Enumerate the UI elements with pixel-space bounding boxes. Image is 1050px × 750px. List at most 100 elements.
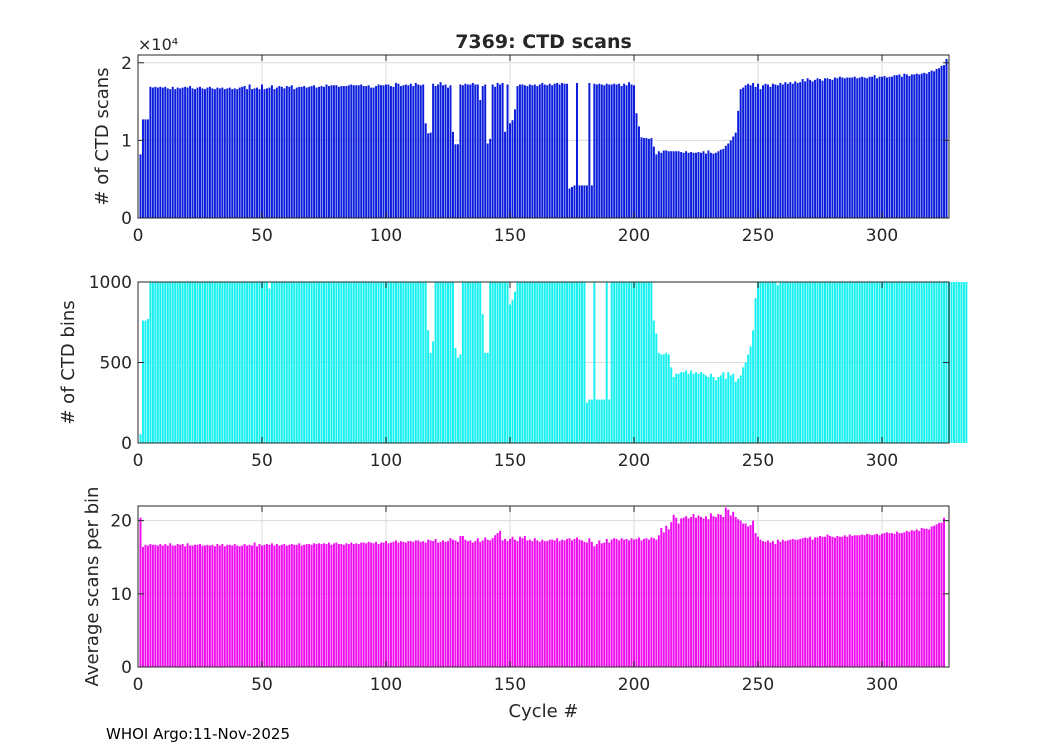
p1-bar [652, 146, 655, 218]
p1-bar [923, 72, 926, 218]
p3-bar [831, 536, 834, 667]
p2-bar [476, 282, 479, 443]
p1-bar [533, 84, 536, 218]
p1-bar [876, 78, 879, 218]
p3-bar [836, 536, 839, 667]
p1-bar [226, 88, 229, 218]
p1-bar [838, 76, 841, 218]
p1-bar [285, 86, 288, 218]
p1-bar [722, 148, 725, 218]
p2-bar [464, 282, 467, 443]
p2-bar [474, 282, 477, 443]
p3-bar [174, 545, 177, 667]
p3-bar [439, 541, 442, 667]
p1-bar [841, 77, 844, 218]
p1-bar [412, 86, 415, 218]
p1-x-tick-label: 0 [133, 226, 144, 246]
p1-bar [268, 87, 271, 218]
p1-bar [662, 150, 665, 218]
p3-bar [762, 541, 764, 667]
p2-bar [655, 333, 658, 443]
p2-bar [489, 282, 492, 443]
p1-bar [625, 85, 628, 219]
p2-bar [332, 282, 335, 443]
p3-bar [819, 536, 822, 667]
p3-bar [385, 541, 387, 667]
p1-bar [590, 185, 593, 218]
p3-bar [370, 542, 373, 667]
p2-bar [419, 282, 422, 443]
p3-bar [573, 538, 576, 667]
p3-bar [826, 534, 829, 667]
p1-bar [528, 84, 531, 218]
p2-bar [357, 282, 360, 443]
p1-bar [357, 85, 360, 219]
p2-bar [744, 362, 747, 443]
p2-bar [553, 282, 556, 443]
p3-bar [141, 546, 144, 667]
p3-x-tick-label: 0 [133, 675, 144, 695]
p3-bar [613, 538, 616, 667]
p2-bar [387, 282, 390, 443]
p1-bar [618, 83, 621, 218]
p2-bar [754, 298, 757, 443]
p2-bar [486, 352, 489, 443]
p3-bar [779, 541, 782, 667]
p3-bar [769, 542, 772, 667]
p2-bar [434, 282, 437, 443]
p3-bar [543, 541, 546, 667]
p3-bar [536, 540, 539, 667]
p1-bar [744, 85, 747, 219]
p3-bar [149, 544, 152, 667]
p1-bar [293, 89, 296, 219]
p2-bar [444, 282, 447, 443]
p1-bar [831, 79, 834, 218]
p1-bar [724, 145, 727, 218]
p2-bar [640, 282, 643, 443]
p2-bar [447, 282, 449, 443]
p2-bar [427, 330, 430, 443]
p1-bar [156, 87, 159, 218]
p3-bar [156, 545, 159, 667]
p2-bar [955, 282, 958, 443]
p2-bar [208, 282, 211, 443]
p1-y-tick-label: 0 [121, 209, 132, 229]
p3-y-tick-label: 20 [110, 512, 132, 532]
p2-bar [300, 282, 303, 443]
p2-bar [496, 282, 499, 443]
p1-bar [695, 152, 698, 218]
p3-bar [268, 544, 271, 667]
p2-bar [283, 282, 286, 443]
p1-bar [811, 81, 814, 218]
p2-bar [665, 352, 668, 443]
p3-bar [181, 544, 184, 667]
p3-bar [315, 544, 318, 667]
p1-bar [824, 78, 826, 218]
p3-bar [238, 546, 241, 667]
p3-bar [923, 528, 926, 667]
p2-bar [647, 282, 650, 443]
p1-bar [766, 84, 769, 218]
p3-bar [742, 523, 745, 667]
p1-bar [380, 85, 383, 219]
p3-bar [903, 532, 906, 667]
p1-bar [690, 152, 693, 218]
p3-bar [352, 544, 355, 667]
p1-bar [580, 185, 583, 218]
p2-bar [546, 282, 549, 443]
p3-bar [263, 544, 266, 667]
p1-bar [762, 85, 764, 219]
p3-bar [920, 527, 923, 667]
p2-bar [221, 282, 224, 443]
p2-bar [499, 282, 502, 443]
p3-bar [236, 545, 239, 667]
p1-bar [251, 89, 254, 219]
p1-bar [451, 131, 454, 218]
p1-bar [246, 89, 249, 219]
p2-bar [960, 282, 963, 443]
p2-bar [233, 282, 236, 443]
p2-bar [928, 282, 931, 443]
p3-bar [176, 544, 179, 667]
p1-bar [575, 82, 578, 218]
p3-bar [764, 541, 767, 667]
